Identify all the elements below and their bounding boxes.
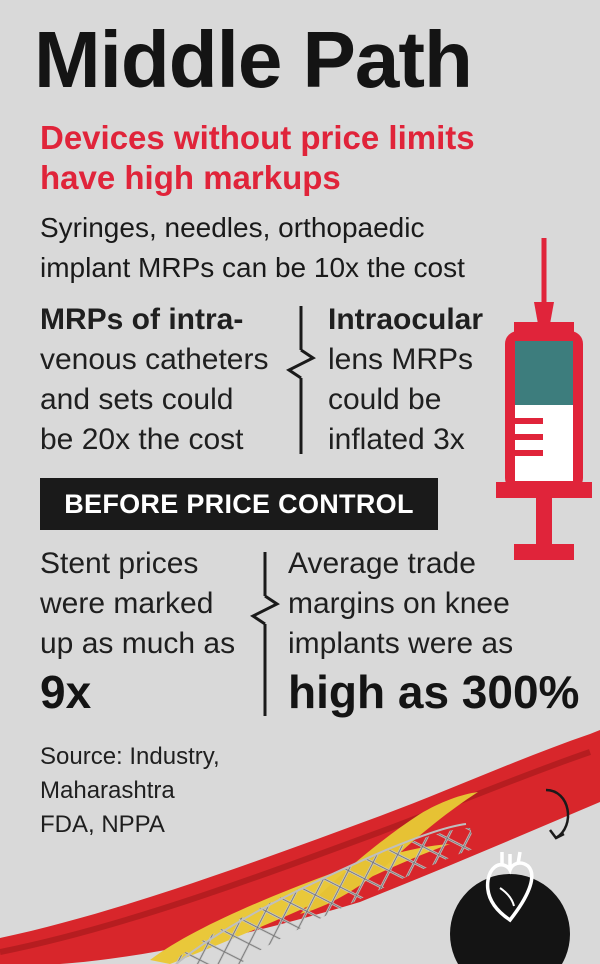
source-line: FDA, NPPA bbox=[40, 811, 165, 838]
lens-note: Intraocular lens MRPs could be inflated … bbox=[328, 300, 483, 460]
syringe-icon bbox=[496, 238, 592, 560]
note-line: lens MRPs bbox=[328, 343, 474, 376]
knee-note: Average trade margins on knee implants w… bbox=[288, 544, 579, 720]
note-line: up as much as bbox=[40, 627, 236, 660]
note-line: venous catheters bbox=[40, 343, 269, 376]
subtitle: Devices without price limits have high m… bbox=[40, 118, 475, 198]
note-line: and sets could bbox=[40, 383, 234, 416]
lead-text: Syringes, needles, orthopaedic implant M… bbox=[40, 208, 465, 288]
note-line: could be bbox=[328, 383, 442, 416]
page-title: Middle Path bbox=[34, 15, 473, 104]
subtitle-line: have high markups bbox=[40, 159, 341, 196]
note-line: were marked bbox=[40, 587, 214, 620]
knee-margin-value: high as 300% bbox=[288, 666, 580, 718]
note-line: be 20x the cost bbox=[40, 423, 244, 456]
rotate-arrow-icon bbox=[545, 788, 570, 840]
note-line: Intraocular bbox=[328, 303, 484, 336]
lightning-divider-icon bbox=[286, 306, 316, 454]
heart-icon bbox=[485, 851, 534, 923]
before-price-control-banner: BEFORE PRICE CONTROL bbox=[40, 478, 438, 530]
note-line: Average trade bbox=[288, 547, 476, 580]
note-line: implants were as bbox=[288, 627, 514, 660]
lightning-divider-icon bbox=[250, 552, 280, 716]
stent-note: Stent prices were marked up as much as 9… bbox=[40, 544, 235, 720]
note-line: MRPs of intra- bbox=[40, 303, 244, 336]
note-line: inflated 3x bbox=[328, 423, 465, 456]
lead-line: implant MRPs can be 10x the cost bbox=[40, 252, 465, 283]
subtitle-line: Devices without price limits bbox=[40, 119, 475, 156]
source-line: Maharashtra bbox=[40, 777, 175, 804]
stent-artery-illustration bbox=[0, 730, 600, 964]
source-note: Source: Industry, Maharashtra FDA, NPPA bbox=[40, 740, 220, 842]
catheter-note: MRPs of intra- venous catheters and sets… bbox=[40, 300, 268, 460]
source-line: Source: Industry, bbox=[40, 743, 220, 770]
note-line: Stent prices bbox=[40, 547, 199, 580]
note-line: margins on knee bbox=[288, 587, 510, 620]
stent-markup-value: 9x bbox=[40, 666, 92, 718]
lead-line: Syringes, needles, orthopaedic bbox=[40, 212, 425, 243]
